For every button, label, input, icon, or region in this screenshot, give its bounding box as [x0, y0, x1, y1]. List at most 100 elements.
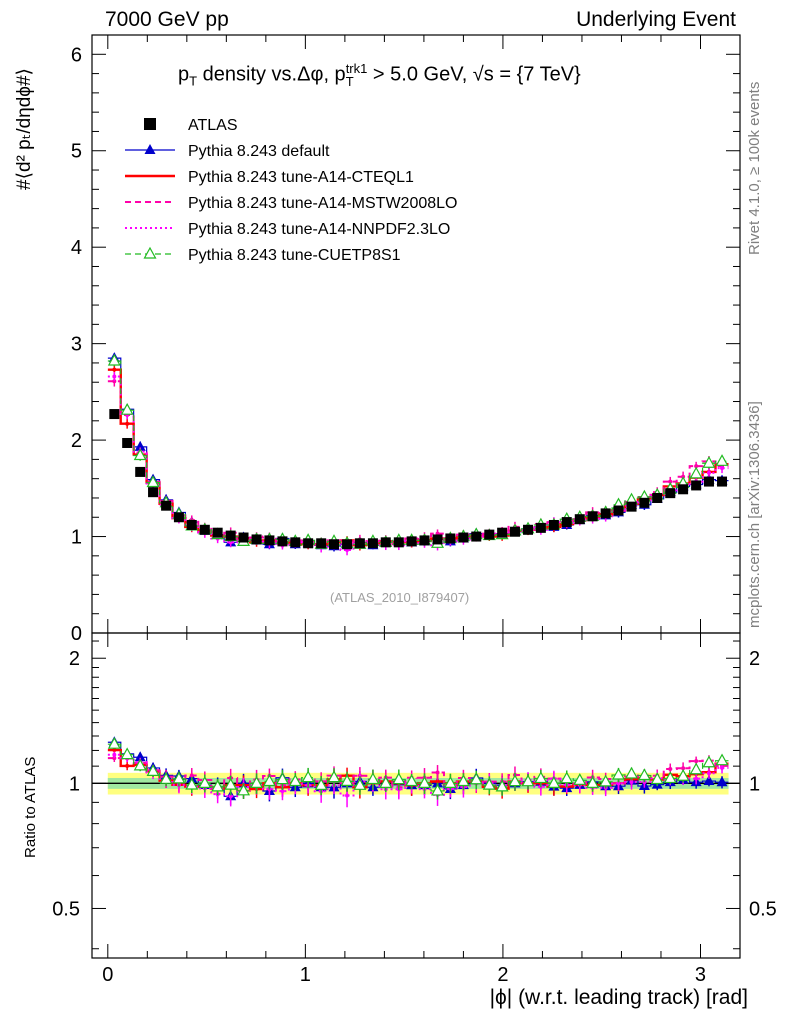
data-point-atlas: [342, 539, 353, 550]
ratio-point-default: [716, 776, 728, 787]
ratio-point-cuetp8s1: [443, 776, 457, 788]
data-point-atlas: [199, 524, 210, 535]
ratio-point-cuetp8s1: [301, 770, 315, 783]
data-point-atlas: [161, 500, 172, 511]
data-point-atlas: [135, 466, 146, 477]
legend-item-a14_mstw: Pythia 8.243 tune-A14-MSTW2008LO: [125, 195, 457, 212]
ratio-plot-frame: [91, 632, 741, 959]
y-tick-label: 6: [71, 44, 82, 66]
ratio-point-cuetp8s1: [237, 783, 251, 796]
data-point-atlas: [212, 527, 223, 538]
ratio-point-cuetp8s1: [366, 772, 380, 785]
data-point-atlas: [639, 497, 650, 508]
ratio-point-a14_mstw: [681, 766, 686, 771]
data-point-a14_nnpdf: [706, 470, 711, 475]
mcplots-label: mcplots.cern.ch [arXiv:1306.3436]: [746, 401, 763, 628]
data-point-atlas: [497, 527, 508, 538]
data-point-atlas: [173, 512, 184, 523]
ratio-y-tick-label: 2: [69, 648, 80, 670]
ratio-point-cuetp8s1: [107, 736, 121, 749]
ratio-point-a14_mstw: [694, 759, 699, 764]
ratio-point-cuetp8s1: [211, 779, 225, 792]
ratio-point-a14_nnpdf: [228, 794, 233, 799]
data-point-a14_nnpdf: [112, 374, 117, 379]
data-point-atlas: [600, 508, 611, 519]
ratio-point-a14_mstw: [112, 756, 117, 761]
data-point-atlas: [367, 538, 378, 549]
y-tick-label: 2: [71, 430, 82, 452]
ratio-point-cuetp8s1: [405, 774, 419, 787]
ratio-point-cuetp8s1: [469, 772, 483, 785]
data-point-a14_nnpdf: [228, 540, 233, 545]
data-point-atlas: [665, 488, 676, 499]
ratio-point-cuetp8s1: [262, 774, 276, 787]
legend: ATLAS Pythia 8.243 default Pythia 8.243 tu…: [125, 117, 457, 264]
data-point-cuetp8s1: [715, 454, 729, 466]
legend-label-a14_mstw: Pythia 8.243 tune-A14-MSTW2008LO: [188, 195, 457, 212]
data-point-atlas: [652, 492, 663, 503]
y-tick-label: 5: [71, 141, 82, 163]
ratio-point-a14_nnpdf: [629, 779, 634, 784]
data-point-atlas: [316, 538, 327, 549]
series-line-a14_mstw: [107, 380, 729, 546]
data-point-atlas: [535, 522, 546, 533]
y-tick-label: 1: [71, 527, 82, 549]
data-point-atlas: [251, 534, 262, 545]
ratio-point-cuetp8s1: [275, 772, 289, 785]
data-point-a14_cteql1: [125, 421, 130, 426]
ratio-point-default: [703, 775, 715, 786]
x-tick-label: 1: [300, 964, 311, 986]
ratio-point-cuetp8s1: [250, 776, 264, 788]
data-point-cuetp8s1: [107, 353, 121, 366]
data-point-atlas: [432, 534, 443, 545]
ratio-point-cuetp8s1: [625, 766, 639, 779]
data-point-atlas: [678, 484, 689, 495]
ratio-point-cuetp8s1: [185, 777, 199, 790]
data-point-atlas: [548, 519, 559, 530]
ratio-point-cuetp8s1: [702, 755, 716, 768]
legend-item-a14_cteql1: Pythia 8.243 tune-A14-CTEQL1: [125, 169, 414, 186]
legend-marker-default: [144, 144, 156, 154]
data-point-atlas: [406, 536, 417, 547]
data-point-atlas: [574, 514, 585, 525]
ratio-point-cuetp8s1: [650, 772, 664, 785]
legend-label-default: Pythia 8.243 default: [188, 143, 330, 160]
ratio-point-a14_nnpdf: [720, 765, 725, 770]
ratio-point-cuetp8s1: [146, 764, 160, 776]
data-point-atlas: [471, 531, 482, 542]
data-point-a14_mstw: [112, 379, 117, 384]
data-point-atlas: [523, 524, 534, 535]
data-point-atlas: [122, 437, 133, 448]
data-point-atlas: [613, 505, 624, 516]
y-tick-label: 3: [71, 334, 82, 356]
ratio-point-cuetp8s1: [676, 768, 690, 781]
header-left-label: 7000 GeV pp: [105, 8, 229, 31]
ratio-point-cuetp8s1: [482, 777, 496, 790]
legend-label-atlas: ATLAS: [188, 117, 238, 134]
data-point-a14_nnpdf: [720, 466, 725, 471]
ratio-point-a14_nnpdf: [112, 752, 117, 757]
legend-item-cuetp8s1: Pythia 8.243 tune-CUETP8S1: [125, 246, 401, 264]
ratio-point-a14_mstw: [189, 773, 194, 778]
series-line-a14_cteql1: [107, 368, 729, 547]
x-tick-label: 3: [695, 964, 706, 986]
legend-label-a14_cteql1: Pythia 8.243 tune-A14-CTEQL1: [188, 169, 414, 186]
ratio-point-cuetp8s1: [547, 776, 561, 788]
ratio-point-cuetp8s1: [689, 762, 703, 775]
data-point-atlas: [186, 519, 197, 530]
data-point-cuetp8s1: [146, 475, 160, 488]
data-point-atlas: [225, 530, 236, 541]
ratio-point-cuetp8s1: [663, 771, 677, 784]
data-point-a14_mstw: [694, 464, 699, 469]
data-point-default: [134, 440, 146, 451]
ratio-point-cuetp8s1: [573, 773, 587, 785]
data-point-atlas: [691, 480, 702, 491]
ratio-point-cuetp8s1: [288, 774, 302, 787]
ratio-y-tick-label: 1: [69, 773, 80, 795]
data-point-atlas: [419, 535, 430, 546]
ratio-point-a14_nnpdf: [345, 793, 350, 798]
ratio-point-cuetp8s1: [560, 771, 574, 784]
ratio-point-a14_mstw: [668, 766, 673, 771]
ratio-point-cuetp8s1: [599, 774, 613, 787]
